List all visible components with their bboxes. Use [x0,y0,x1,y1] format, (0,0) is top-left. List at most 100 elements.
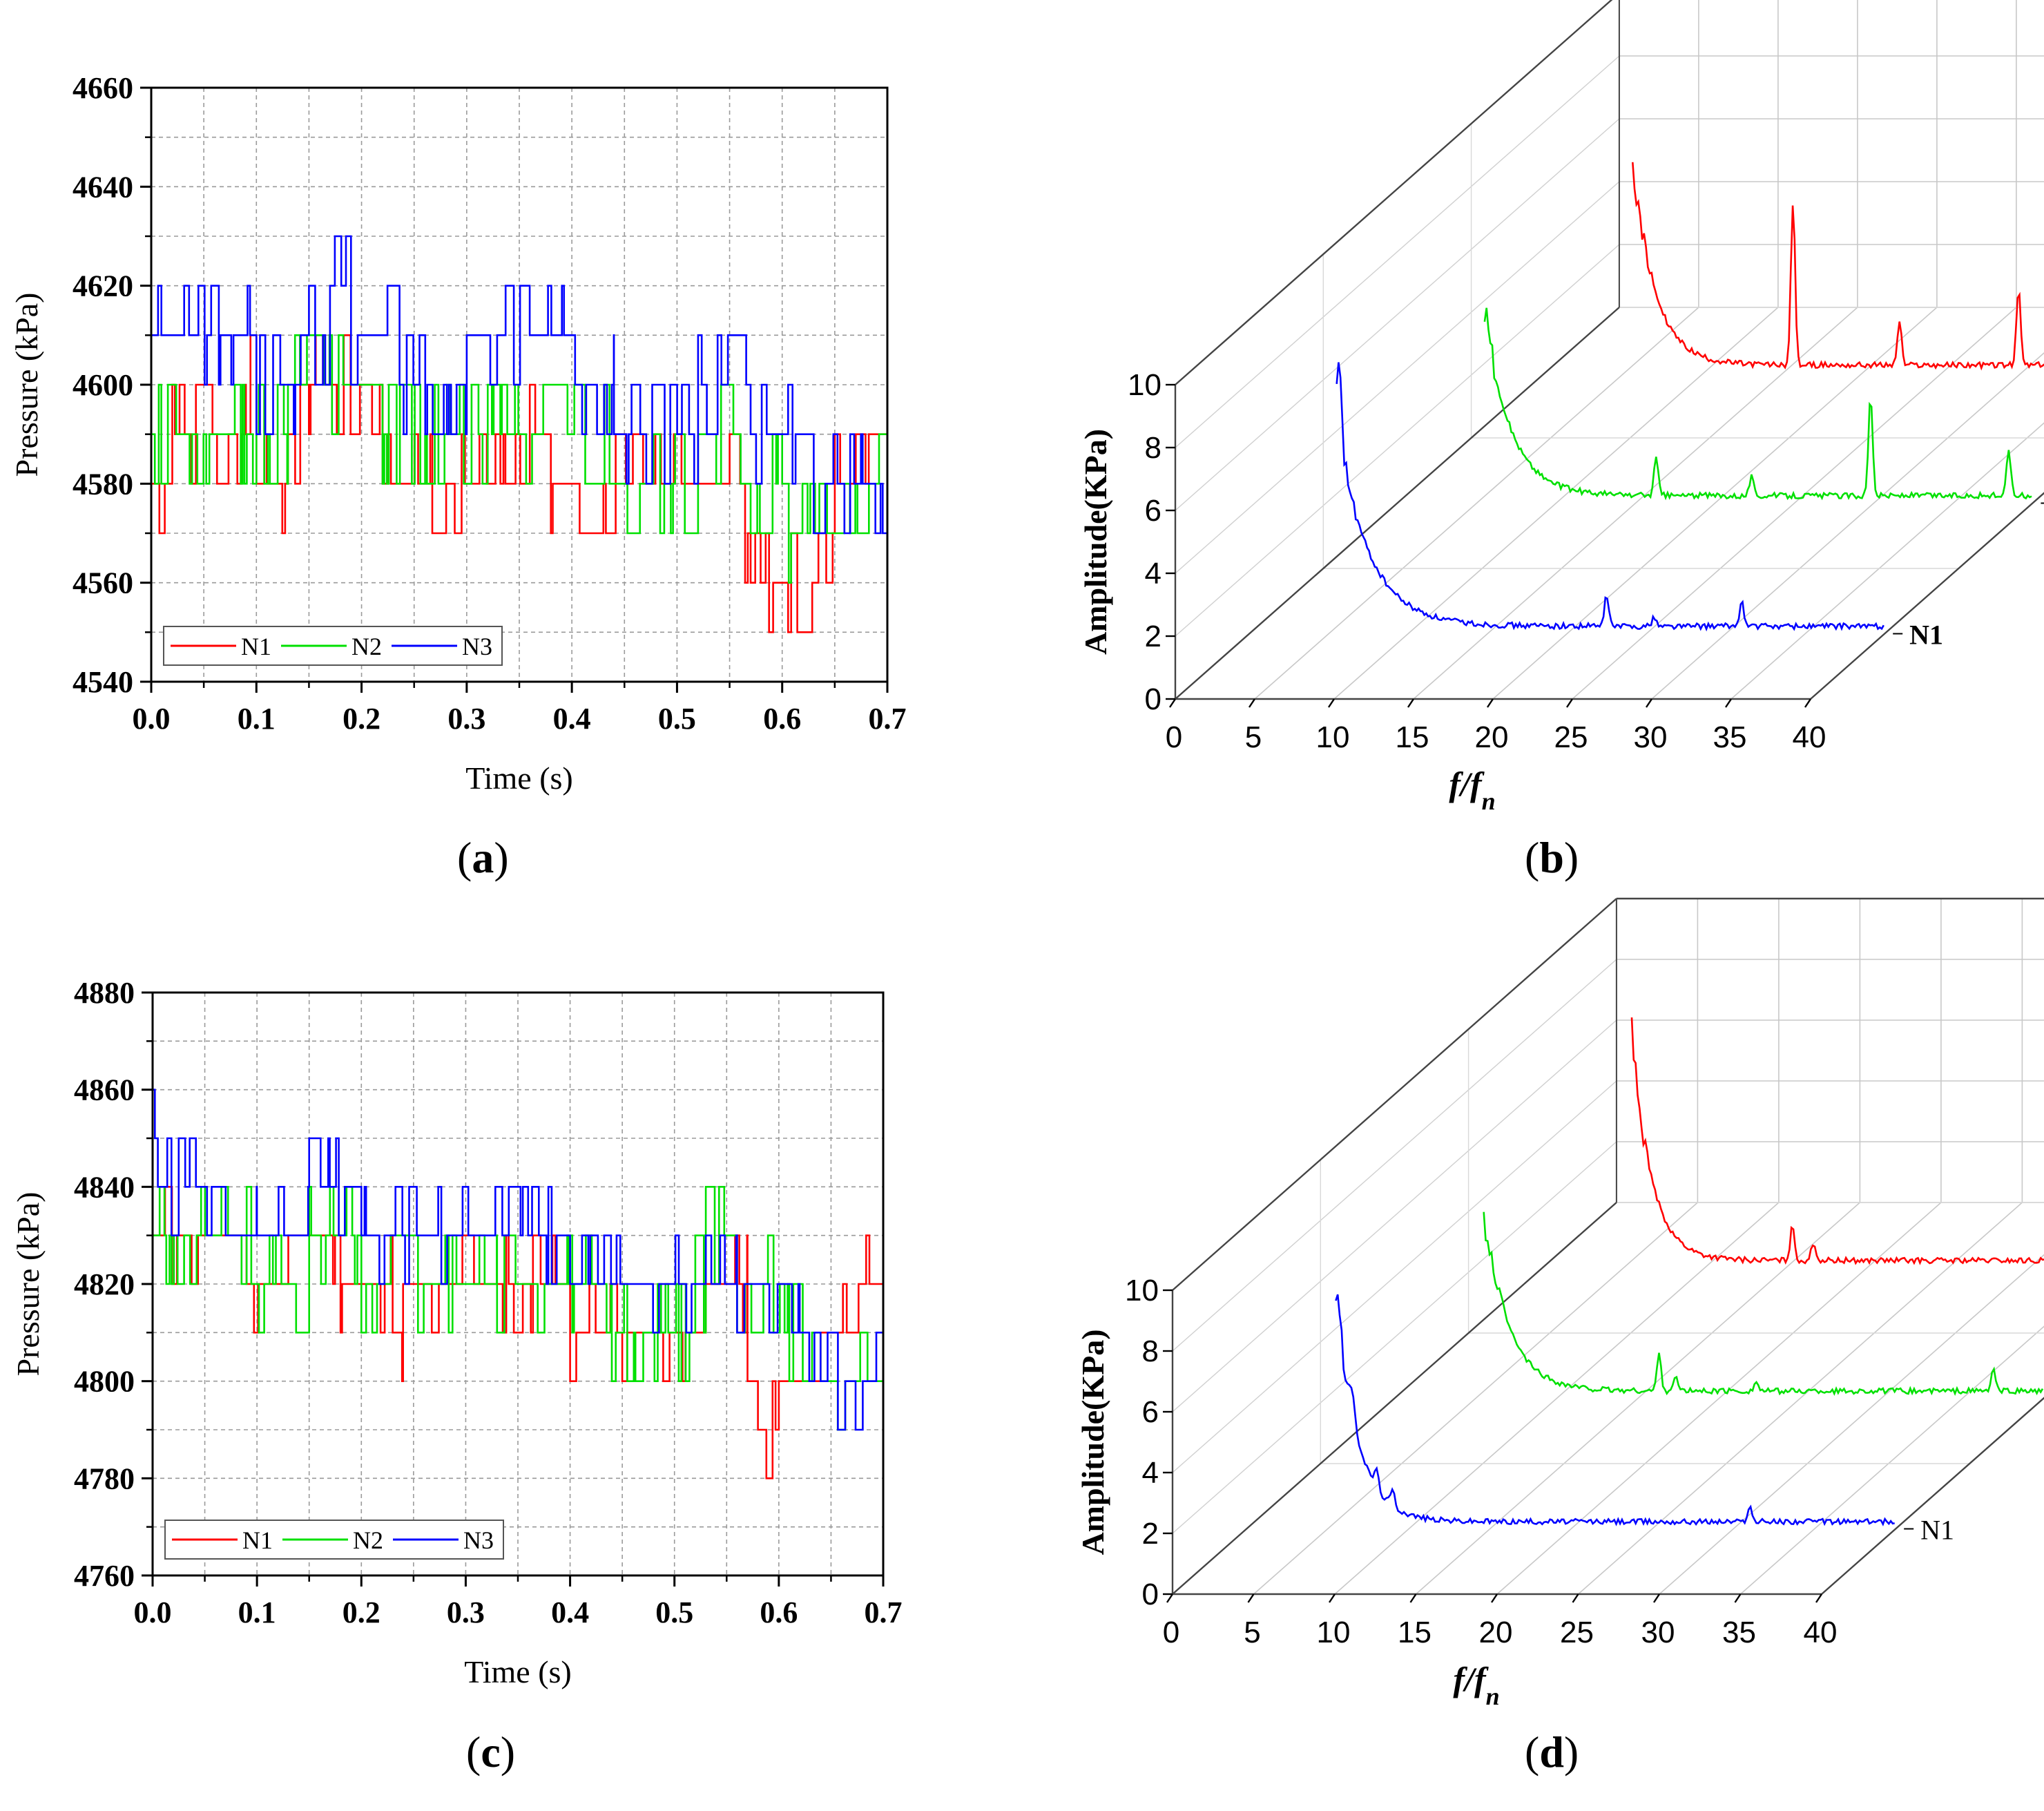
floor-grid-x [1334,1202,1780,1595]
x-tick-label: 0.4 [551,1596,589,1629]
x-tick-label: 0.5 [658,702,696,736]
legend-label-N2: N2 [353,1526,383,1554]
side-grid-z [1175,181,1620,574]
z-tick-label: 4 [1142,1456,1159,1490]
y-tick-label: 4540 [73,665,133,699]
z-axis-label: Amplitude(KPa) [1078,429,1113,655]
legend-label-N2: N2 [351,633,382,660]
panel-label-b: (b) [1525,833,1579,882]
x-tick [1169,698,1176,708]
axis-frame [1172,1202,1617,1595]
panel-label-c: (c) [466,1727,516,1776]
spectrum-trace-N2 [1483,307,2032,501]
x-tick [1572,1593,1579,1603]
x-tick [1491,1593,1498,1603]
x-tick-label: 0.1 [238,1596,276,1629]
floor-grid-x [1333,307,1779,700]
x-tick-label: 35 [1713,720,1747,754]
x-tick [1328,698,1335,708]
x-tick-label: 20 [1479,1616,1513,1649]
x-tick-label: 0.3 [447,1596,485,1629]
z-tick-label: 6 [1145,494,1161,528]
x-tick-label: 25 [1554,720,1588,754]
z-tick-label: 0 [1145,682,1161,716]
x-tick-label: 0.5 [655,1596,693,1629]
x-tick [1725,698,1732,708]
x-tick-label: 25 [1560,1616,1594,1649]
y-tick-label: 4580 [73,467,133,501]
axis-frame [1810,492,2044,700]
x-tick [1329,1593,1336,1603]
panel-label-d: (d) [1525,1727,1579,1776]
x-tick-label: 0.3 [447,702,485,736]
floor-grid-x [1651,352,2044,700]
z-tick-label: 6 [1142,1395,1159,1429]
legend-label-N1: N1 [241,633,271,660]
x-tick [1247,1593,1255,1603]
floor-grid-x [1730,422,2044,700]
x-tick-label: 40 [1793,720,1826,754]
x-axis-label: Time (s) [464,1654,572,1689]
chart-a-pressure-time: 0.0 0.1 0.2 0.3 0.4 0.5 0.6 0.7 4540 4560 4580 4600… [9,71,907,796]
x-tick-label: 35 [1722,1616,1756,1649]
x-tick-label: 0.2 [343,1596,380,1629]
z-tick-label: 8 [1145,431,1161,465]
x-tick [1407,698,1414,708]
z-tick-label: 4 [1145,557,1161,591]
floor-grid-x [1254,307,1699,700]
x-tick-label: 0.7 [865,1596,903,1629]
x-tick [1566,698,1573,708]
z-tick-label: 0 [1142,1578,1159,1611]
floor-grid-x [1577,1202,2023,1595]
x-tick-label: 0.2 [343,702,380,736]
x-tick-label: 10 [1317,1616,1351,1649]
x-axis-label: f/fn [1453,1660,1499,1710]
z-tick-label: 2 [1142,1517,1159,1551]
x-tick-label: 5 [1245,720,1262,754]
spectrum-trace-N1 [1335,1294,1895,1526]
x-tick [1815,1593,1822,1603]
floor-grid-x [1659,1254,2044,1595]
x-axis-label-f2: f [1474,1660,1489,1698]
x-tick [1409,1593,1417,1603]
x-axis-label: Time (s) [465,760,573,796]
x-tick [1646,698,1652,708]
x-axis-label: f/fn [1449,765,1495,815]
x-axis-label-sub: n [1486,1683,1500,1710]
floor-grid-x [1739,1325,2044,1595]
axis-frame [1821,1397,2044,1595]
z-tick-label: 2 [1145,620,1161,653]
axis-frame [1175,0,1613,385]
y-tick-label: 4840 [74,1170,135,1204]
floor-grid-x [1572,307,2017,700]
x-axis-label-f: f [1453,1660,1467,1698]
legend-label-N1: N1 [242,1526,273,1554]
x-tick-label: 0.0 [133,702,171,736]
y-tick-label: 4800 [74,1365,135,1399]
x-tick-label: 0.1 [238,702,276,736]
series-label-N1: N1 [1920,1515,1954,1546]
x-tick-label: 0.7 [869,702,907,736]
x-tick-label: 5 [1244,1616,1260,1649]
y-axis-label: Pressure (kPa) [9,293,44,477]
spectrum-trace-N3 [1632,162,2044,371]
x-tick-label: 30 [1634,720,1668,754]
chart-b-waterfall-spectrum: N3N2N105101520253035400246810f/fnAmplitu… [1078,0,2044,815]
z-tick-label: 8 [1142,1334,1159,1368]
y-tick-label: 4640 [73,170,133,204]
x-tick-label: 0.6 [760,1596,798,1629]
x-tick-label: 0.0 [134,1596,172,1629]
x-axis-label-slash: / [1462,1660,1477,1698]
y-axis-label: Pressure (kPa) [10,1192,46,1377]
x-axis-label-f: f [1449,765,1463,803]
floor-grid-x [1413,307,1858,700]
z-tick-label: 10 [1125,1274,1159,1307]
side-grid-z [1175,55,1620,448]
chart-d-waterfall-spectrum: N3N2N105101520253035400246810f/fnAmplitu… [1075,897,2044,1710]
side-grid-z [1172,1080,1617,1473]
axis-frame [1175,307,1620,700]
x-tick-label: 0 [1163,1616,1179,1649]
y-tick-label: 4760 [74,1559,135,1593]
side-grid-z [1172,1141,1617,1534]
